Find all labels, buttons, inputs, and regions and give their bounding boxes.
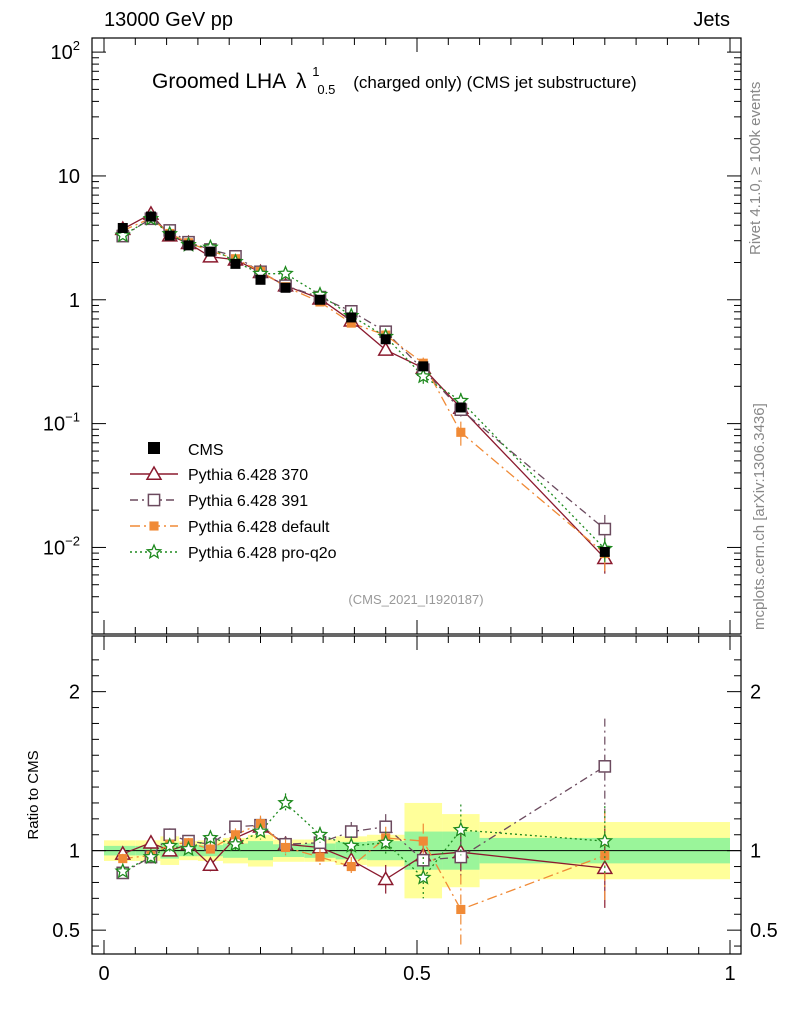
series-3-ratio-point (346, 862, 356, 872)
cms-data-point (230, 258, 241, 269)
series-3-ratio-point (230, 830, 241, 840)
header-left: 13000 GeV pp (104, 9, 233, 31)
series-3-ratio-point (315, 852, 325, 862)
cms-data-point (380, 334, 391, 345)
x-ticklabel: 1 (724, 963, 735, 985)
series-1-ratio-point (142, 834, 160, 849)
series-1-ratio-point (377, 870, 394, 886)
series-2-main-point (598, 522, 612, 536)
series-3-ratio-line (122, 822, 606, 911)
series-4-ratio-point (377, 834, 395, 850)
cms-data-point (346, 312, 357, 323)
series-4-ratio-point (415, 869, 432, 885)
series-4-ratio-point (252, 822, 269, 839)
title-extra: (charged only) (CMS jet substructure) (353, 73, 636, 92)
cms-data-point (418, 361, 429, 372)
cms-data-point (280, 282, 291, 293)
cms-data-point (117, 222, 128, 233)
series-2-ratio-point (344, 825, 358, 838)
series-4-ratio-point (227, 835, 244, 852)
plot-title: Groomed LHA λ 1 0.5 (charged only) (CMS … (152, 58, 637, 99)
series-2-ratio-point (416, 853, 430, 867)
legend-marker-4 (145, 543, 163, 560)
title-main: Groomed LHA (152, 70, 286, 93)
title-sup: 1 (312, 64, 319, 79)
legend-cms-label: CMS (188, 442, 224, 459)
cms-data-point (599, 546, 610, 557)
cms-data-point (255, 274, 266, 285)
series-4-ratio-point (311, 826, 329, 842)
legend-label-2: Pythia 6.428 391 (188, 493, 308, 510)
series-3-main-point (346, 318, 356, 328)
ratio-y-ticklabel-right: 2 (750, 682, 761, 704)
main-y-ticklabel: 10−1 (43, 410, 80, 436)
legend-marker-1 (145, 465, 163, 480)
header-right: Jets (693, 9, 730, 31)
series-3-ratio-point (118, 854, 128, 864)
series-3-ratio-point (418, 836, 428, 846)
series-3-ratio-point (456, 904, 466, 915)
x-ticklabel: 0 (98, 963, 109, 985)
series-4-ratio-point (343, 837, 360, 853)
series-1-ratio-point (202, 856, 219, 871)
series-4-main-point (414, 367, 432, 384)
cms-data-point (455, 402, 466, 413)
legend-label-3: Pythia 6.428 default (188, 519, 330, 536)
series-4-ratio-point (180, 840, 197, 857)
title-sub: 0.5 (317, 82, 335, 97)
series-4-ratio-point (202, 829, 219, 845)
legend-cms-marker (148, 442, 160, 454)
legend-label-1: Pythia 6.428 370 (188, 467, 308, 484)
series-4-ratio-point (452, 821, 470, 837)
series-3-ratio-point (600, 850, 610, 860)
legend-label-4: Pythia 6.428 pro-q2o (188, 545, 337, 562)
title-lambda: λ (296, 70, 307, 93)
series-3-ratio-point (280, 842, 291, 853)
series-4-ratio-point (161, 837, 178, 853)
ratio-y-ticklabel-right: 1 (750, 841, 761, 863)
main-y-ticklabel: 10 (58, 166, 80, 188)
legend-marker-3 (149, 521, 159, 531)
series-3-main-line (122, 217, 606, 555)
series-3-ratio-point (205, 844, 215, 854)
series-2-ratio-point (454, 850, 468, 864)
series-4-ratio-point (114, 862, 131, 879)
series-4-ratio-point (277, 794, 294, 810)
cms-data-point (183, 240, 194, 251)
legend-marker-2 (147, 493, 161, 507)
analysis-id: (CMS_2021_I1920187) (348, 592, 483, 607)
ratio-y-ticklabel-right: 0.5 (750, 920, 778, 942)
cms-data-point (164, 230, 175, 241)
ratio-frame (91, 635, 742, 955)
main-y-ticklabel: 102 (51, 38, 80, 64)
series-4-ratio-point (596, 832, 614, 849)
ratio-y-ticklabel-left: 2 (69, 682, 80, 704)
cms-data-point (314, 294, 325, 305)
svg-text:Groomed LHA λ 1: Groomed LHA λ 1 0.5 (charged only) (CMS … (152, 58, 637, 99)
cms-data-point (205, 246, 216, 257)
ratio-y-ticklabel-left: 0.5 (52, 920, 80, 942)
x-ticklabel: 0.5 (403, 963, 431, 985)
rivet-label: Rivet 4.1.0, ≥ 100k events (747, 82, 764, 255)
series-4-main-point (277, 265, 294, 281)
mcplots-label: mcplots.cern.ch [arXiv:1306.3436] (751, 403, 768, 630)
series-4-main-point (114, 226, 131, 243)
cms-data-point (145, 211, 156, 222)
ratio-y-ticklabel-left: 1 (69, 841, 80, 863)
main-y-ticklabel: 1 (69, 290, 80, 312)
series-1-main-point (377, 341, 394, 356)
series-3-main-point (456, 427, 466, 437)
main-y-ticklabel: 10−2 (43, 533, 80, 559)
series-2-ratio-point (598, 760, 612, 773)
series-4-ratio-point (142, 848, 160, 865)
ratio-ylabel: Ratio to CMS (25, 750, 42, 839)
